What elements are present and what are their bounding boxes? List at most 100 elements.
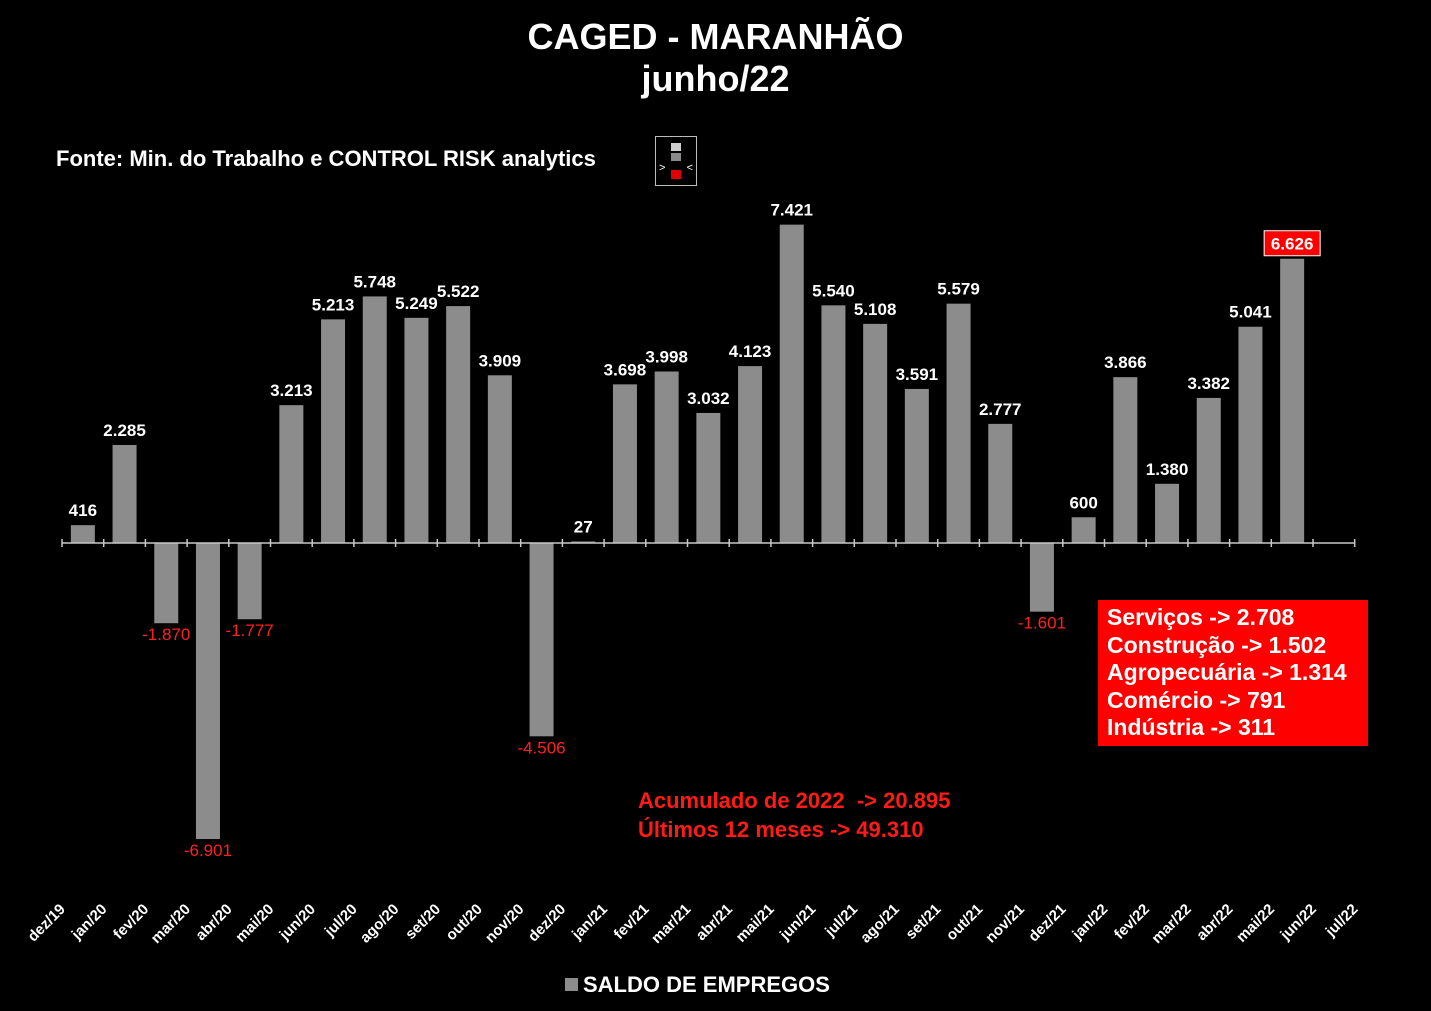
bar (279, 405, 304, 543)
data-label: -1.870 (142, 625, 190, 644)
x-tick-label: nov/21 (982, 901, 1028, 947)
x-tick-label: jul/22 (1322, 901, 1362, 941)
bar (529, 543, 554, 737)
legend-label: SALDO DE EMPREGOS (583, 972, 830, 997)
x-tick-label: set/20 (402, 901, 444, 943)
bar (696, 412, 721, 543)
data-label: -6.901 (184, 841, 232, 860)
x-tick-label: mai/22 (1233, 901, 1278, 946)
data-label: 3.866 (1104, 353, 1147, 372)
x-tick-label: ago/20 (357, 901, 403, 947)
bar (1155, 483, 1180, 543)
bar (112, 444, 137, 543)
data-label: 3.032 (687, 389, 730, 408)
data-label: 5.108 (854, 300, 897, 319)
data-label: 27 (574, 518, 593, 537)
data-label: 5.579 (937, 280, 980, 299)
bar (487, 375, 512, 543)
x-tick-label: out/20 (443, 901, 486, 944)
bar (404, 317, 429, 543)
data-label: 5.522 (437, 282, 480, 301)
x-tick-label: mai/21 (733, 901, 778, 946)
bar (195, 543, 220, 840)
bar (654, 371, 679, 543)
bar (612, 384, 637, 543)
bar (904, 388, 929, 543)
x-tick-label: mai/20 (232, 901, 277, 946)
sector-line-servicos: Serviços -> 2.708 (1107, 604, 1295, 630)
data-label: 3.591 (896, 365, 939, 384)
data-label: -1.777 (226, 621, 274, 640)
sector-line-agropecuaria: Agropecuária -> 1.314 (1107, 659, 1347, 685)
x-tick-label: mar/22 (1149, 901, 1195, 947)
data-label: 5.748 (353, 272, 396, 291)
sector-line-industria: Indústria -> 311 (1107, 714, 1276, 740)
x-tick-label: abr/20 (192, 901, 235, 944)
summary-note: Acumulado de 2022 -> 20.895 Últimos 12 m… (638, 786, 950, 844)
legend-swatch (565, 978, 578, 991)
data-label: 2.777 (979, 400, 1022, 419)
x-tick-label: abr/21 (693, 901, 736, 944)
bar (821, 305, 846, 543)
bar (779, 224, 804, 543)
bar (988, 423, 1013, 543)
sector-line-comercio: Comércio -> 791 (1107, 686, 1286, 713)
x-tick-label: fev/20 (110, 901, 152, 943)
data-label: -1.601 (1018, 614, 1066, 633)
x-tick-label: nov/20 (482, 901, 528, 947)
data-label: 3.909 (479, 351, 522, 370)
x-tick-label: out/21 (943, 901, 986, 944)
data-label: 5.249 (395, 294, 438, 313)
data-label: 7.421 (770, 201, 813, 220)
x-tick-label: dez/20 (525, 901, 569, 945)
data-label: 3.698 (604, 360, 647, 379)
chart-subtitle: junho/22 (641, 58, 790, 99)
x-tick-label: jan/21 (568, 901, 611, 944)
x-tick-label: fev/22 (1111, 901, 1153, 943)
bar (1029, 543, 1054, 612)
sector-line-construcao: Construção -> 1.502 (1107, 631, 1327, 658)
bar (1238, 326, 1263, 543)
x-tick-label: jan/20 (68, 901, 111, 944)
highlight-label-box (1263, 230, 1321, 257)
x-tick-label: dez/19 (24, 901, 68, 945)
x-tick-label: set/21 (902, 901, 944, 943)
chart-title: CAGED - MARANHÃO (527, 16, 904, 57)
x-tick-label: dez/21 (1025, 901, 1069, 945)
bar (863, 323, 888, 543)
bar (1113, 377, 1138, 543)
bar (154, 543, 179, 624)
last-12-months: Últimos 12 meses -> 49.310 (638, 817, 924, 842)
data-label: 416 (69, 501, 97, 520)
bar (1196, 397, 1221, 543)
data-label: -4.506 (517, 738, 565, 757)
chart-legend: SALDO DE EMPREGOS (565, 972, 830, 998)
x-tick-label: ago/21 (857, 901, 903, 947)
data-label: 600 (1069, 493, 1097, 512)
x-tick-label: jun/22 (1276, 901, 1319, 944)
accumulated-2022: Acumulado de 2022 -> 20.895 (638, 788, 951, 813)
x-tick-label: fev/21 (611, 901, 653, 943)
data-label: 5.540 (812, 281, 855, 300)
bar (70, 525, 95, 543)
x-tick-label: jul/20 (321, 901, 361, 941)
control-risk-logo-icon: > < (655, 136, 697, 186)
data-label: 2.285 (103, 421, 146, 440)
bar (1071, 517, 1096, 543)
x-tick-label: mar/20 (148, 901, 194, 947)
x-tick-label: jun/20 (276, 901, 319, 944)
bar (446, 306, 471, 543)
data-label: 4.123 (729, 342, 772, 361)
data-label: 3.382 (1187, 374, 1230, 393)
x-tick-label: jan/22 (1069, 901, 1112, 944)
bar (362, 296, 387, 543)
data-label: 5.041 (1229, 303, 1272, 322)
data-label: 1.380 (1146, 460, 1189, 479)
bar (237, 543, 262, 620)
x-tick-label: jul/21 (821, 901, 861, 941)
source-note: Fonte: Min. do Trabalho e CONTROL RISK a… (56, 146, 596, 171)
x-tick-label: jun/21 (776, 901, 819, 944)
bar (946, 303, 971, 543)
x-tick-label: abr/22 (1193, 901, 1236, 944)
